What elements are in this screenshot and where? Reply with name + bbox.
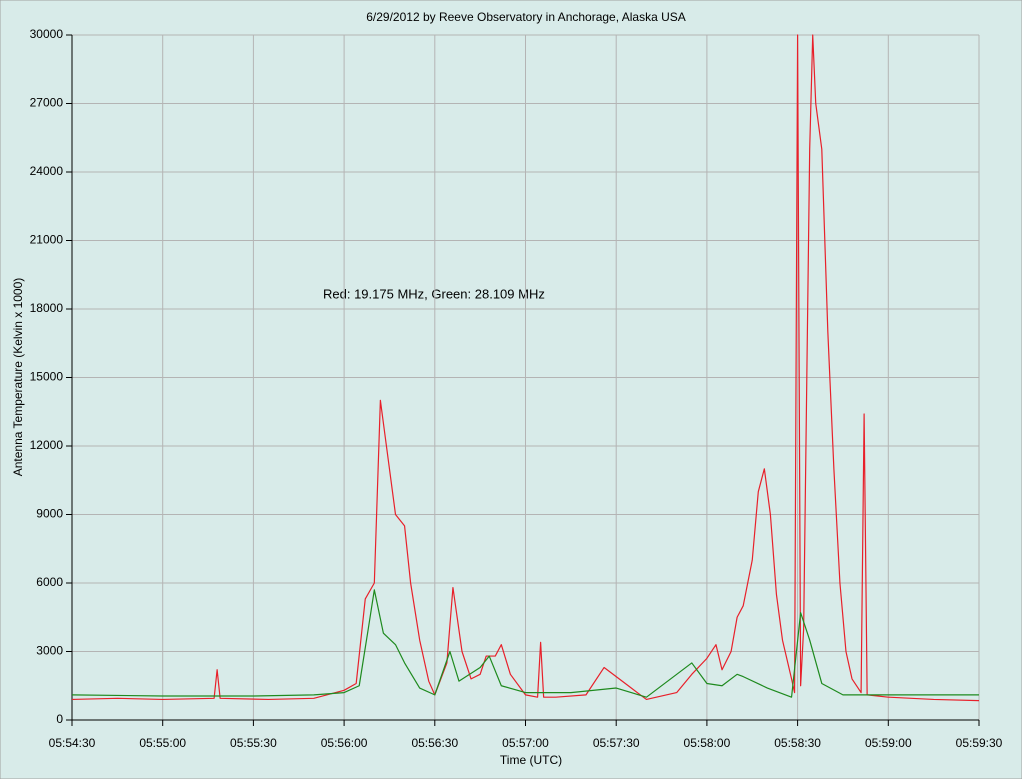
- x-tick-label: 05:57:00: [502, 736, 549, 750]
- y-tick-label: 9000: [36, 507, 63, 521]
- x-tick-label: 05:57:30: [593, 736, 640, 750]
- y-tick-label: 12000: [30, 438, 64, 452]
- y-tick-label: 0: [56, 712, 63, 726]
- y-tick-label: 15000: [30, 370, 64, 384]
- x-tick-label: 05:58:30: [774, 736, 821, 750]
- annotation: Red: 19.175 MHz, Green: 28.109 MHz: [323, 286, 545, 301]
- y-tick-label: 6000: [36, 575, 63, 589]
- y-tick-label: 3000: [36, 644, 63, 658]
- x-tick-label: 05:59:00: [865, 736, 912, 750]
- x-tick-label: 05:55:30: [230, 736, 277, 750]
- data-line: [71, 34, 980, 702]
- data-line: [71, 589, 979, 698]
- y-tick-label: 24000: [30, 164, 64, 178]
- x-tick-label: 05:56:30: [411, 736, 458, 750]
- x-axis-label: Time (UTC): [500, 753, 562, 767]
- x-tick-label: 05:55:00: [139, 736, 186, 750]
- y-tick-label: 30000: [30, 27, 64, 41]
- y-tick-label: 21000: [30, 233, 64, 247]
- chart-title: 6/29/2012 by Reeve Observatory in Anchor…: [366, 10, 686, 24]
- x-tick-label: 05:54:30: [49, 736, 96, 750]
- y-tick-label: 27000: [30, 96, 64, 110]
- y-axis-label: Antenna Temperature (Kelvin x 1000): [11, 278, 25, 477]
- x-tick-label: 05:56:00: [321, 736, 368, 750]
- x-tick-label: 05:58:00: [684, 736, 731, 750]
- x-tick-label: 05:59:30: [956, 736, 1003, 750]
- y-tick-label: 18000: [30, 301, 64, 315]
